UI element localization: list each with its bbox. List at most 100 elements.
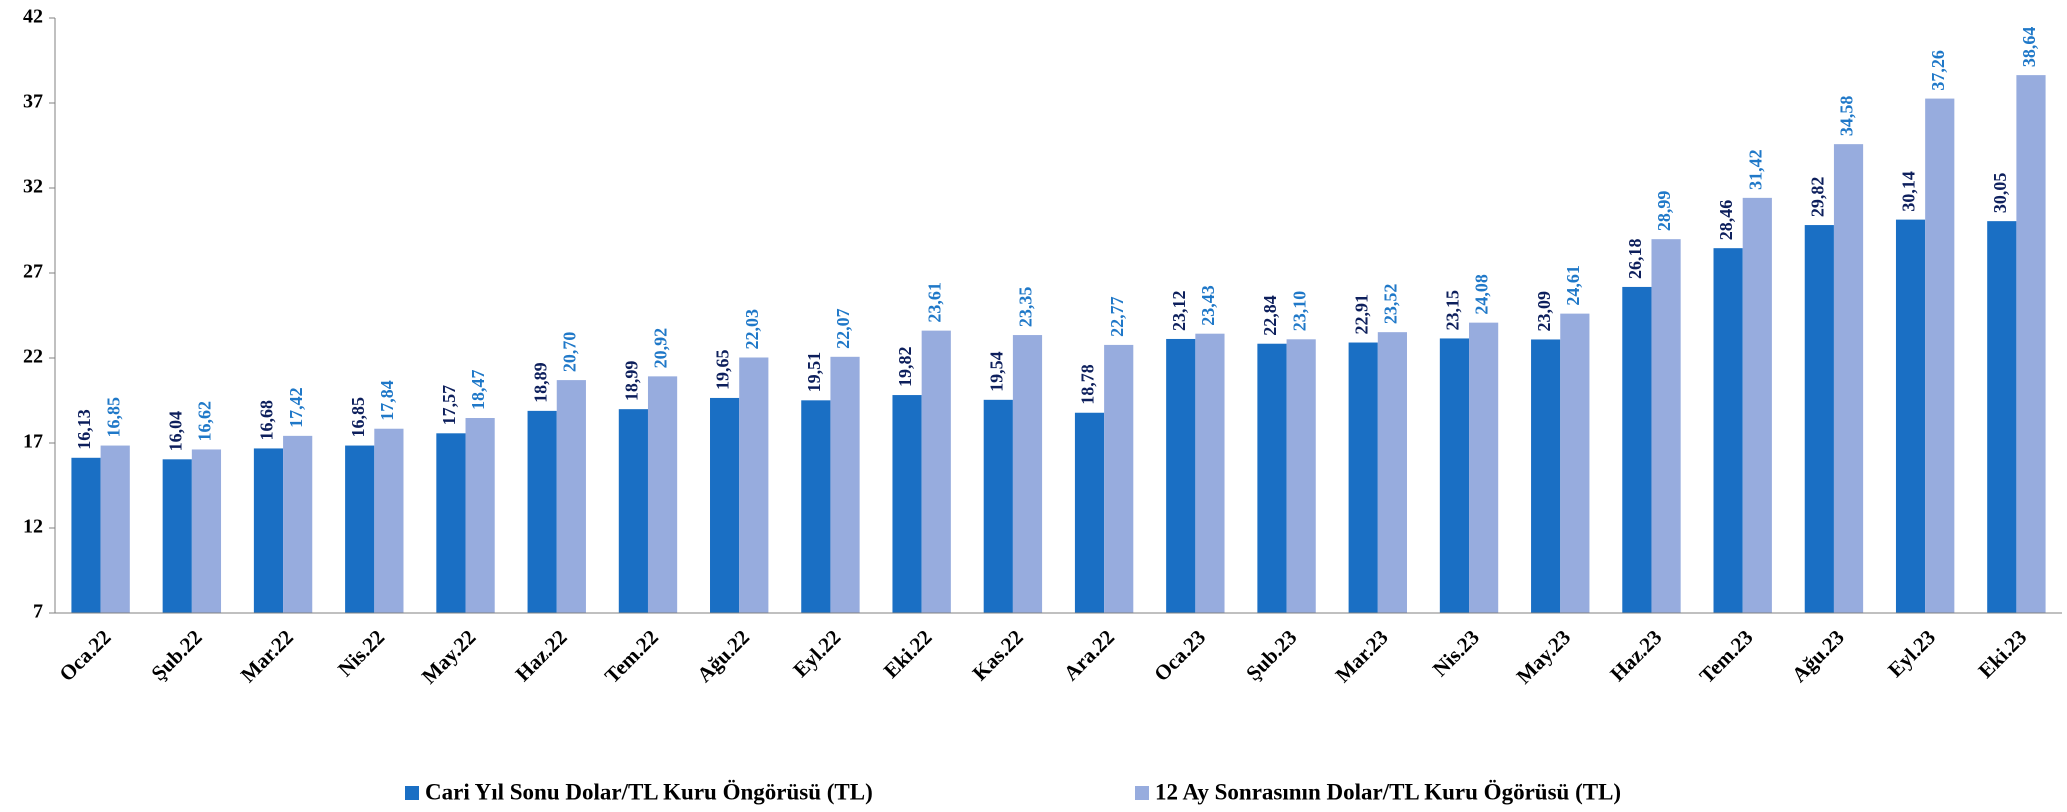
bar: [1104, 344, 1134, 613]
x-tick-label: Tem.22: [600, 625, 663, 688]
bar: [801, 400, 831, 613]
bar: [1166, 338, 1196, 613]
value-label: 22,03: [742, 309, 762, 350]
value-label: 16,04: [165, 411, 185, 452]
bar: [71, 457, 101, 613]
x-tick-label: Haz.22: [511, 625, 572, 686]
value-label: 18,47: [468, 370, 488, 411]
bar: [1651, 239, 1681, 614]
bar: [191, 449, 222, 613]
bar: [1833, 144, 1864, 613]
value-label: 23,43: [1198, 285, 1218, 326]
bar: [1531, 339, 1561, 613]
bar: [1742, 197, 1772, 614]
y-tick-label: 32: [23, 176, 43, 198]
value-label: 38,64: [2019, 27, 2039, 68]
x-tick-label: May.23: [1512, 625, 1576, 689]
value-label: 17,84: [377, 380, 397, 421]
value-label: 22,77: [1107, 296, 1127, 337]
x-tick-label: Nis.22: [333, 625, 389, 681]
value-label: 23,10: [1289, 291, 1309, 332]
bar: [345, 445, 375, 613]
value-label: 16,62: [195, 401, 215, 442]
bar: [374, 428, 404, 613]
x-tick-label: Nis.23: [1428, 625, 1484, 681]
bar: [1804, 225, 1834, 613]
value-label: 19,82: [895, 347, 915, 388]
x-tick-label: Şub.22: [146, 625, 206, 685]
x-tick-label: Ara.22: [1059, 625, 1119, 685]
bar: [2016, 75, 2046, 614]
x-tick-label: Eyl.23: [1883, 625, 1940, 682]
value-label: 22,84: [1260, 295, 1280, 336]
value-label: 28,46: [1716, 200, 1736, 241]
value-label: 16,85: [103, 397, 123, 438]
value-label: 17,57: [439, 385, 459, 426]
value-label: 26,18: [1625, 238, 1645, 279]
bar: [1074, 412, 1105, 613]
y-tick-label: 17: [23, 431, 43, 453]
bar: [283, 435, 313, 613]
bar: [1622, 286, 1652, 613]
value-label: 20,92: [651, 328, 671, 369]
bar: [162, 459, 192, 613]
bar: [1012, 335, 1043, 613]
legend-swatch: [405, 786, 419, 800]
x-tick-label: Eki.22: [879, 625, 937, 683]
value-label: 30,05: [1990, 173, 2010, 214]
x-tick-label: Oca.23: [1149, 625, 1210, 686]
bar: [527, 410, 557, 613]
bar: [436, 433, 466, 613]
x-tick-label: May.22: [417, 625, 481, 689]
value-label: 23,52: [1381, 284, 1401, 325]
legend-label: Cari Yıl Sonu Dolar/TL Kuru Öngörüsü (TL…: [425, 779, 873, 804]
bar: [100, 445, 130, 613]
bar: [465, 418, 495, 613]
value-label: 23,12: [1169, 290, 1189, 331]
value-label: 16,13: [74, 409, 94, 450]
value-label: 16,85: [348, 397, 368, 438]
bar: [618, 409, 648, 613]
x-tick-label: Ağu.23: [1787, 625, 1849, 687]
bar: [1925, 98, 1955, 613]
bar: [921, 330, 951, 613]
y-tick-label: 22: [23, 346, 43, 368]
value-label: 37,26: [1928, 50, 1948, 91]
value-label: 16,68: [257, 400, 277, 441]
x-tick-label: Şub.23: [1241, 625, 1301, 685]
bar: [1348, 342, 1378, 613]
y-tick-label: 27: [23, 261, 43, 283]
value-label: 19,51: [804, 352, 824, 393]
bar: [983, 399, 1013, 613]
legend-label: 12 Ay Sonrasının Dolar/TL Kuru Ögörüsü (…: [1155, 779, 1621, 804]
bar: [556, 380, 586, 613]
x-tick-label: Eyl.22: [788, 625, 845, 682]
value-label: 19,54: [986, 351, 1006, 392]
value-label: 24,08: [1472, 274, 1492, 315]
value-label: 28,99: [1654, 191, 1674, 232]
value-label: 23,35: [1016, 287, 1036, 328]
x-tick-label: Oca.22: [54, 625, 115, 686]
bar: [1895, 219, 1926, 613]
x-tick-label: Kas.22: [968, 625, 1028, 685]
value-label: 30,14: [1899, 171, 1919, 212]
bar: [710, 397, 740, 613]
bar: [739, 357, 769, 613]
bar: [1439, 338, 1470, 613]
bar: [1987, 221, 2017, 613]
value-label: 20,70: [559, 332, 579, 373]
bar: [1377, 332, 1407, 613]
bar: [1560, 313, 1590, 613]
bar: [1257, 343, 1287, 613]
value-label: 31,42: [1745, 149, 1765, 190]
x-tick-label: Eki.23: [1973, 625, 2031, 683]
value-label: 18,89: [530, 362, 550, 403]
value-label: 22,07: [833, 308, 853, 349]
legend-swatch: [1135, 786, 1149, 800]
x-tick-label: Tem.23: [1695, 625, 1758, 688]
value-label: 34,58: [1837, 96, 1857, 137]
x-tick-label: Haz.23: [1605, 625, 1666, 686]
value-label: 18,78: [1078, 364, 1098, 405]
x-tick-label: Mar.23: [1331, 625, 1393, 687]
